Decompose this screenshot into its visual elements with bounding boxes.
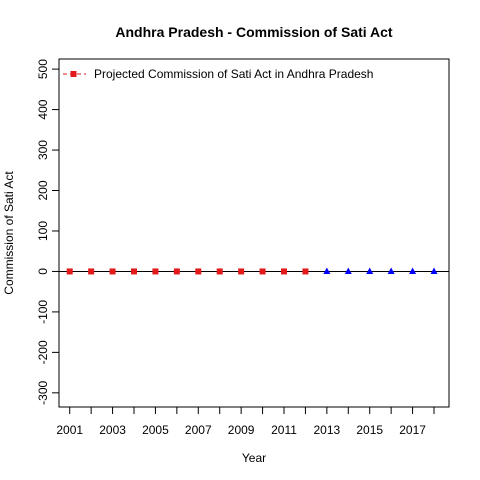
data-point-square	[66, 268, 73, 275]
data-point-triangle	[344, 267, 352, 274]
data-point-square	[131, 268, 137, 275]
data-point-triangle	[323, 267, 331, 274]
data-point-square	[216, 268, 223, 275]
x-tick-label: 2003	[99, 423, 126, 437]
y-tick-label: 500	[36, 59, 50, 79]
data-point-triangle	[387, 267, 395, 274]
data-point-triangle	[366, 267, 374, 274]
data-point-square	[195, 268, 202, 275]
y-tick-label: 0	[36, 268, 50, 275]
x-tick-label: 2001	[56, 423, 83, 437]
x-tick-label: 2013	[314, 423, 341, 437]
x-tick-label: 2009	[228, 423, 255, 437]
y-tick-label: 300	[36, 140, 50, 160]
data-points	[66, 267, 438, 275]
y-tick-label: 100	[36, 221, 50, 241]
x-tick-label: 2007	[185, 423, 212, 437]
data-point-triangle	[430, 267, 438, 274]
y-tick-label: -200	[36, 340, 50, 364]
data-point-square	[281, 268, 287, 275]
x-tick-label: 2005	[142, 423, 169, 437]
data-point-square	[259, 268, 266, 275]
x-tick-label: 2011	[271, 423, 297, 437]
data-point-square	[173, 268, 180, 275]
y-tick-label: -300	[36, 381, 50, 405]
legend-marker	[70, 71, 77, 77]
y-axis: -300 -200 -100 0 100 200 300 400 500	[36, 59, 59, 405]
y-tick-label: 200	[36, 180, 50, 200]
y-tick-label: 400	[36, 99, 50, 119]
plot-area-frame	[58, 58, 450, 408]
x-tick-label: 2015	[356, 423, 383, 437]
x-axis-label: Year	[242, 451, 266, 465]
y-axis-label: Commission of Sati Act	[2, 171, 16, 295]
data-point-square	[302, 268, 309, 275]
data-point-triangle	[409, 267, 417, 274]
data-point-square	[238, 268, 245, 275]
data-point-square	[109, 268, 116, 275]
x-axis: 2001 2003 2005 2007 2009 2011 2013 2015 2017	[56, 407, 435, 437]
x-tick-label: 2017	[399, 423, 426, 437]
legend-label: Projected Commission of Sati Act in Andh…	[94, 67, 373, 81]
data-point-square	[88, 268, 95, 275]
legend: Projected Commission of Sati Act in Andh…	[63, 67, 373, 81]
data-point-square	[152, 268, 159, 275]
chart-title: Andhra Pradesh - Commission of Sati Act	[115, 24, 393, 40]
y-tick-label: -100	[36, 300, 50, 324]
